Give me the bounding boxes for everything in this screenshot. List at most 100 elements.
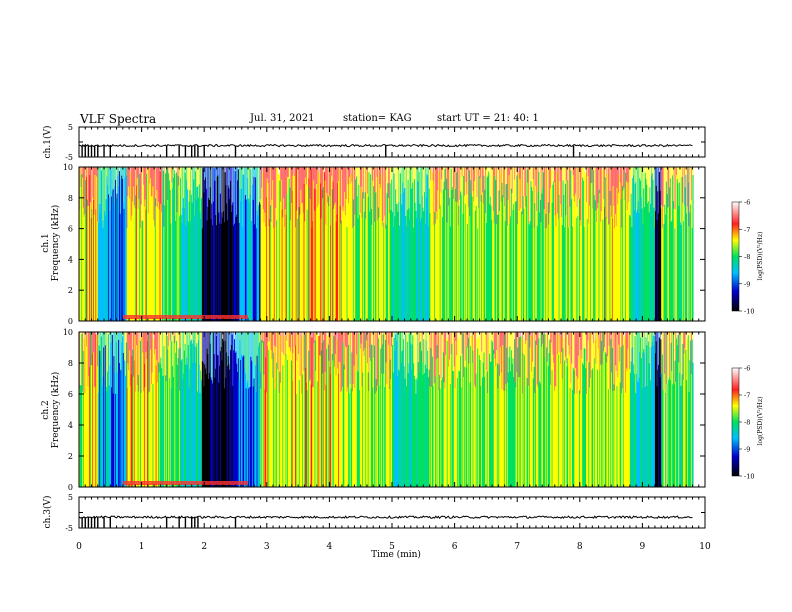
ch2-spectrogram-column [130, 374, 132, 487]
ch2-spectrogram-column [557, 332, 559, 355]
ch1-spectrogram-column [653, 167, 655, 208]
ch2-spectrogram-column [351, 332, 353, 353]
ch2-spectrogram-column [404, 332, 406, 379]
ch1-spectrogram-column [273, 227, 275, 321]
ch2-spectrogram-column [612, 390, 614, 487]
ch2-spectrogram-column [164, 335, 166, 487]
ch2-spectrogram-column [456, 355, 458, 487]
ch1-spectrogram-column [464, 167, 466, 204]
ch1-spectrogram-column [614, 228, 616, 321]
ch1-spectrogram-column [172, 177, 174, 321]
ch1-spectrogram-column [255, 228, 257, 321]
ch1-spectrogram-column [145, 167, 147, 210]
ch1-spectrogram-column [669, 167, 671, 179]
ch1-spectrogram-column [401, 204, 403, 321]
ch2-spectrogram-column [284, 355, 286, 487]
ch2-spectrogram-column [270, 332, 272, 351]
ch1-spectrogram-column [599, 193, 601, 321]
ch1-spectrogram-column [574, 167, 576, 202]
ch2-spectrogram-column [95, 334, 97, 487]
ch2-spectrogram-column [622, 332, 624, 389]
ch2-spectrogram-column [445, 332, 447, 355]
ch2-spectrogram-column [496, 350, 498, 487]
ch2-spectrogram-column [388, 344, 390, 487]
ch2-spectrogram-column [417, 332, 419, 381]
ch2-spectrogram-column [300, 337, 302, 487]
ch2-spectrogram-column [104, 379, 106, 487]
ch2-spectrogram-column [607, 356, 609, 487]
ch2-spectrogram-column [435, 332, 437, 360]
ch1-spectrogram-column [658, 172, 660, 321]
ch1-spectrogram-column [123, 208, 125, 321]
ch2-spectrogram-column [525, 332, 527, 341]
ch1-spectrogram-column [156, 167, 158, 190]
ch2-spectrogram-column [132, 332, 134, 350]
ch1-spectrogram-column [630, 193, 632, 321]
ch1-spectrogram-column [582, 167, 584, 178]
ch2-spectrogram-column [104, 345, 106, 487]
ch2-spectrogram-column [268, 349, 270, 487]
ch2-spectrogram-column [453, 332, 455, 372]
ch1-spectrogram-column [183, 167, 185, 209]
ch1-spectrogram-column [638, 167, 640, 213]
ch2-spectrogram-column [582, 332, 585, 365]
ch1-spectrogram-column [637, 167, 639, 202]
ch2-spectrogram-column [198, 364, 200, 487]
ch1-spectrogram-column [248, 167, 250, 199]
ch1-spectrogram-column [660, 208, 662, 321]
ch2-spectrogram-column [664, 373, 666, 487]
ch2-spectrogram-column [528, 334, 531, 487]
ch1-spectrogram-column [311, 227, 313, 321]
ch1-spectrogram-column [531, 167, 533, 188]
ch1-spectrogram-column [532, 167, 534, 179]
ch1-spectrogram-column [284, 167, 286, 227]
ch1-spectrogram-column [138, 199, 140, 321]
ch2-spectrogram-column [537, 387, 539, 487]
ch2-spectrogram-column [115, 332, 117, 342]
ch1-spectrogram-column [402, 167, 405, 193]
ch1-spectrogram-column [371, 224, 373, 321]
ch1-spectrogram-column [357, 167, 359, 219]
ch1-spectrogram-column [102, 220, 104, 321]
ch1-spectrogram-column [418, 172, 420, 321]
ch1-spectrogram-column [436, 219, 438, 321]
ch1-spectrogram-column [219, 193, 221, 321]
ch2-spectrogram-column [172, 365, 174, 487]
ch1-spectrogram-column [604, 167, 606, 207]
ch1-spectrogram-column [339, 167, 341, 206]
ch2-spectrogram-column [479, 332, 481, 360]
ch1-spectrogram-column [273, 167, 275, 229]
ch1-spectrogram-column [218, 167, 220, 213]
ch1-spectrogram-column [143, 184, 145, 321]
ch1-voltage-label: ch.1(V) [42, 126, 53, 159]
ch1-spectrogram-column [150, 178, 152, 321]
ch2-spectrogram-column [269, 332, 272, 487]
ch2-spectrogram-column [108, 385, 110, 487]
ch1-spectrogram-column [251, 184, 254, 321]
ch2-spectrogram-column [631, 332, 633, 349]
ch2-spectrogram-column [158, 332, 160, 373]
ch1-spectrogram-column [119, 213, 121, 321]
ch1-spectrogram-column [463, 167, 466, 196]
ch1-spectrogram-column [339, 205, 341, 321]
ch2-spectrogram-column [193, 332, 195, 341]
ch2-low-band [122, 481, 249, 485]
ch2-spectrogram-column [416, 332, 418, 379]
ch1-spectrogram-column [115, 167, 117, 180]
ch2-spectrogram-column [551, 332, 553, 371]
ch2-spectrogram-column [172, 332, 174, 366]
ch2-spectrogram-column [519, 332, 521, 377]
ch1-spectrogram-column [260, 167, 262, 200]
ch1-spectrogram-column [569, 167, 571, 207]
ch2-spectrogram-column [626, 332, 628, 372]
ch1-spectrogram-column [114, 167, 116, 187]
ch1-spectrogram-column [194, 216, 196, 321]
ch1-spectrogram-column [154, 198, 156, 321]
ch2-spectrogram-column [465, 332, 467, 368]
y-tick-label: 2 [68, 452, 73, 461]
ch2-spectrogram-column [671, 332, 673, 372]
ch2-spectrogram-column [612, 332, 614, 391]
ch1-spectrogram-column [287, 167, 290, 177]
ch2-spectrogram-column [350, 332, 352, 389]
ch1-spectrogram-column [658, 167, 660, 214]
